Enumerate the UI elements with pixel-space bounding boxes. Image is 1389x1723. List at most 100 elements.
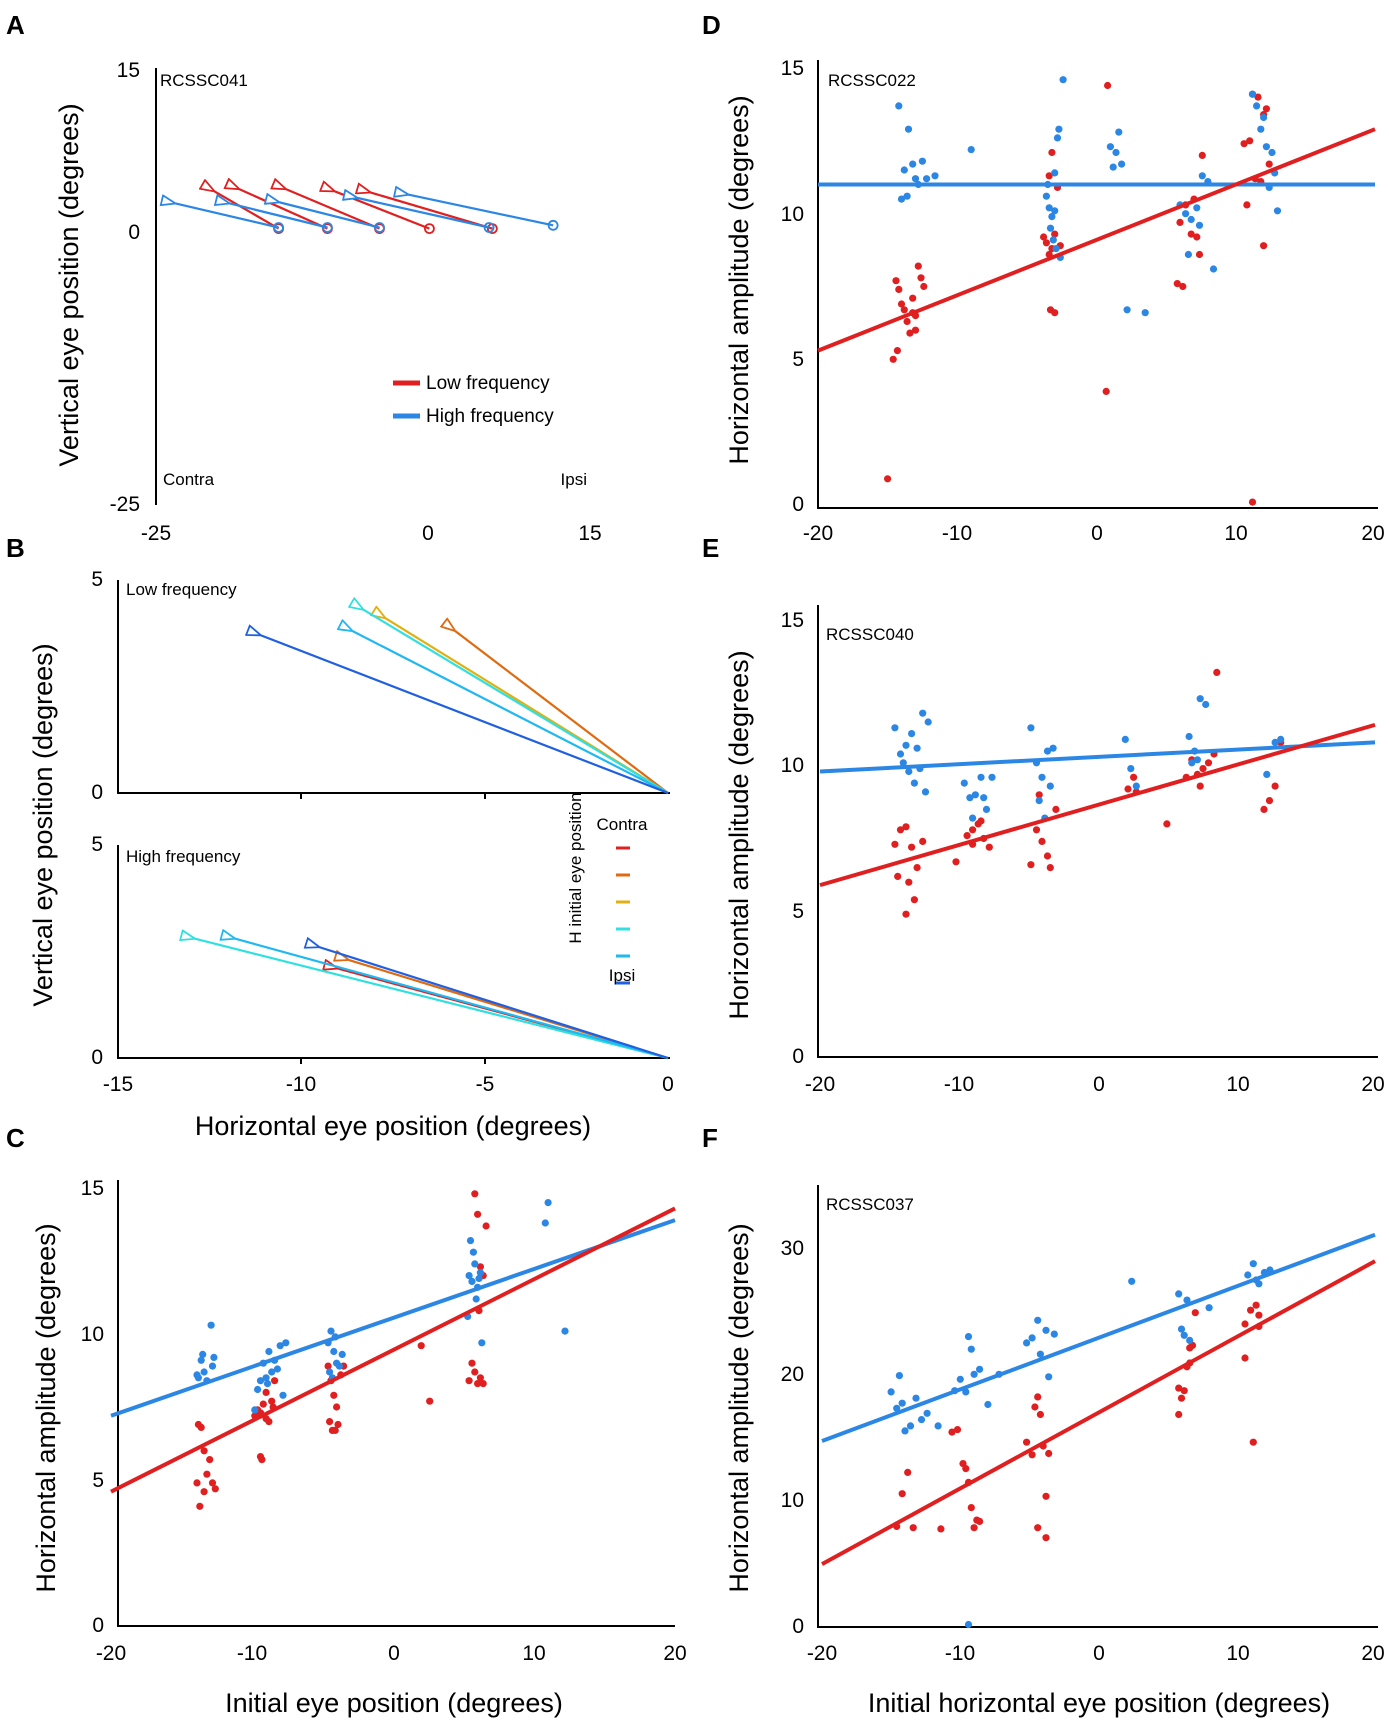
panel-d-low-point: [1179, 282, 1187, 291]
panel-d-xtick: 10: [1224, 522, 1247, 545]
panel-b-ylabel: Vertical eye position (degrees): [28, 643, 58, 1006]
panel-e-high-point: [971, 791, 980, 799]
panel-e-high-point: [977, 773, 985, 781]
panel-d-high-point: [931, 172, 939, 180]
panel-e-high-point: [988, 773, 996, 781]
panel-f-tag: RCSSC037: [826, 1195, 914, 1214]
panel-e-high-point: [1049, 744, 1057, 752]
panel-d-low-point: [920, 282, 928, 291]
panel-d-high-point: [1042, 192, 1050, 200]
panel-f-low-point: [1175, 1384, 1183, 1392]
panel-e-low-point: [1032, 826, 1041, 834]
panel-c-high-point: [475, 1274, 483, 1283]
panel-d-low-point: [1262, 105, 1270, 113]
panel-b-bottom-title: High frequency: [126, 847, 241, 866]
panel-a: A 15 0 -25 -25 0 15 Vertical eye positio…: [6, 10, 602, 545]
panel-c-high-point: [263, 1380, 272, 1388]
panel-b: B 5 0 Low frequency 5 0 High frequency -…: [6, 533, 674, 1141]
panel-d-low-point: [1040, 233, 1048, 241]
panel-d-high-point: [1051, 169, 1059, 177]
panel-f-low-point: [948, 1428, 956, 1436]
panel-a-high-start-marker: [322, 222, 333, 233]
panel-c-low-point: [203, 1470, 211, 1478]
panel-f-high-point: [970, 1370, 978, 1378]
panel-c-high-point: [199, 1350, 207, 1358]
panel-c-ylabel: Horizontal amplitude (degrees): [31, 1223, 61, 1592]
panel-c-low-point: [476, 1263, 484, 1271]
panel-c-xlabel: Initial eye position (degrees): [225, 1688, 563, 1718]
panel-c-high-point: [276, 1342, 284, 1350]
panel-e-low-point: [910, 896, 919, 904]
panel-d-high-point: [918, 157, 927, 165]
panel-b-xtick: 0: [662, 1073, 674, 1096]
panel-d-high-point: [1262, 143, 1270, 151]
panel-a-high-start-marker: [273, 222, 285, 233]
panel-d-high-point: [903, 192, 911, 200]
panel-a-xtick: 15: [578, 522, 601, 545]
panel-e-low-point: [1213, 668, 1221, 677]
panel-b-high-vector: [235, 939, 669, 1060]
panel-b-xtick: -15: [103, 1073, 133, 1096]
panel-e-high-point: [1277, 735, 1285, 744]
panel-a-ytick: -25: [110, 493, 140, 516]
panel-d-high-point: [1112, 148, 1120, 157]
panel-e-high-point: [1027, 724, 1035, 732]
panel-e-low-point: [919, 837, 927, 846]
panel-a-low-vector: [240, 189, 328, 230]
panel-d-high-point: [1248, 90, 1257, 98]
panel-d-high-point: [897, 195, 906, 203]
panel-e-high-point: [891, 724, 899, 732]
panel-e-high-point: [969, 814, 977, 822]
panel-c-high-point: [471, 1260, 479, 1268]
legend-swatches: [616, 846, 630, 985]
panel-c-low-point: [331, 1426, 339, 1434]
panel-c-high-point: [208, 1362, 217, 1370]
panel-d-low-point: [1051, 230, 1059, 238]
legend-title: H initial eye position: [566, 792, 585, 943]
panel-f-xtick: 0: [1093, 1642, 1105, 1665]
panel-d-low-point: [1260, 242, 1268, 250]
panel-b-low-vector: [364, 610, 669, 794]
panel-f-high-fit-line: [821, 1232, 1376, 1443]
panel-e-low-point: [1124, 785, 1132, 793]
panel-f-high-point: [1205, 1304, 1213, 1312]
panel-c-low-point: [476, 1374, 484, 1382]
panel-d-plot-area: [817, 76, 1376, 506]
panel-b-bottom-ytick: 5: [91, 833, 103, 856]
panel-f-low-point: [970, 1524, 978, 1532]
panel-a-high-start-marker: [483, 222, 495, 233]
panel-d-low-point: [1240, 140, 1248, 148]
panel-e-high-point: [1043, 747, 1052, 755]
panel-e-low-point: [902, 823, 910, 831]
panel-f-xtick: -10: [945, 1642, 975, 1665]
panel-f-high-point: [1186, 1336, 1194, 1344]
panel-c-high-point: [256, 1377, 265, 1385]
panel-d-high-point: [1123, 306, 1131, 314]
panel-a-ytick: 0: [128, 221, 140, 244]
panel-c-plot-area: [110, 1190, 676, 1510]
panel-f-high-point: [956, 1375, 964, 1383]
panel-d-high-point: [1055, 125, 1063, 133]
panel-a-low-start-marker: [424, 223, 435, 234]
legend-contra: Contra: [596, 815, 648, 834]
panel-e-high-point: [1038, 773, 1046, 781]
panel-c: C 15 10 5 0 -20 -10 0 10 20 Horizontal a…: [6, 1123, 687, 1718]
panel-c-xtick: 10: [522, 1642, 545, 1665]
panel-c-high-point: [254, 1385, 262, 1394]
panel-e-low-point: [894, 872, 902, 881]
panel-a-high-vector: [358, 198, 490, 229]
panel-d-high-point: [1193, 204, 1201, 212]
panel-d-high-point: [1118, 160, 1126, 168]
panel-e-high-point: [1193, 756, 1201, 764]
panel-f-low-point: [1045, 1449, 1053, 1458]
panel-e-low-point: [952, 858, 960, 866]
panel-e-low-fit-line: [819, 722, 1376, 888]
panel-a-ytick: 15: [117, 59, 140, 82]
panel-c-high-point: [200, 1368, 208, 1376]
panel-c-high-point: [268, 1368, 276, 1376]
panel-c-low-point: [211, 1485, 219, 1493]
panel-d: D 15 10 5 0 -20 -10 0 10 20 Horizontal a…: [702, 10, 1385, 545]
panel-e-label: E: [702, 533, 719, 563]
panel-b-xtick: -5: [476, 1073, 495, 1096]
panel-c-high-point: [541, 1219, 549, 1227]
